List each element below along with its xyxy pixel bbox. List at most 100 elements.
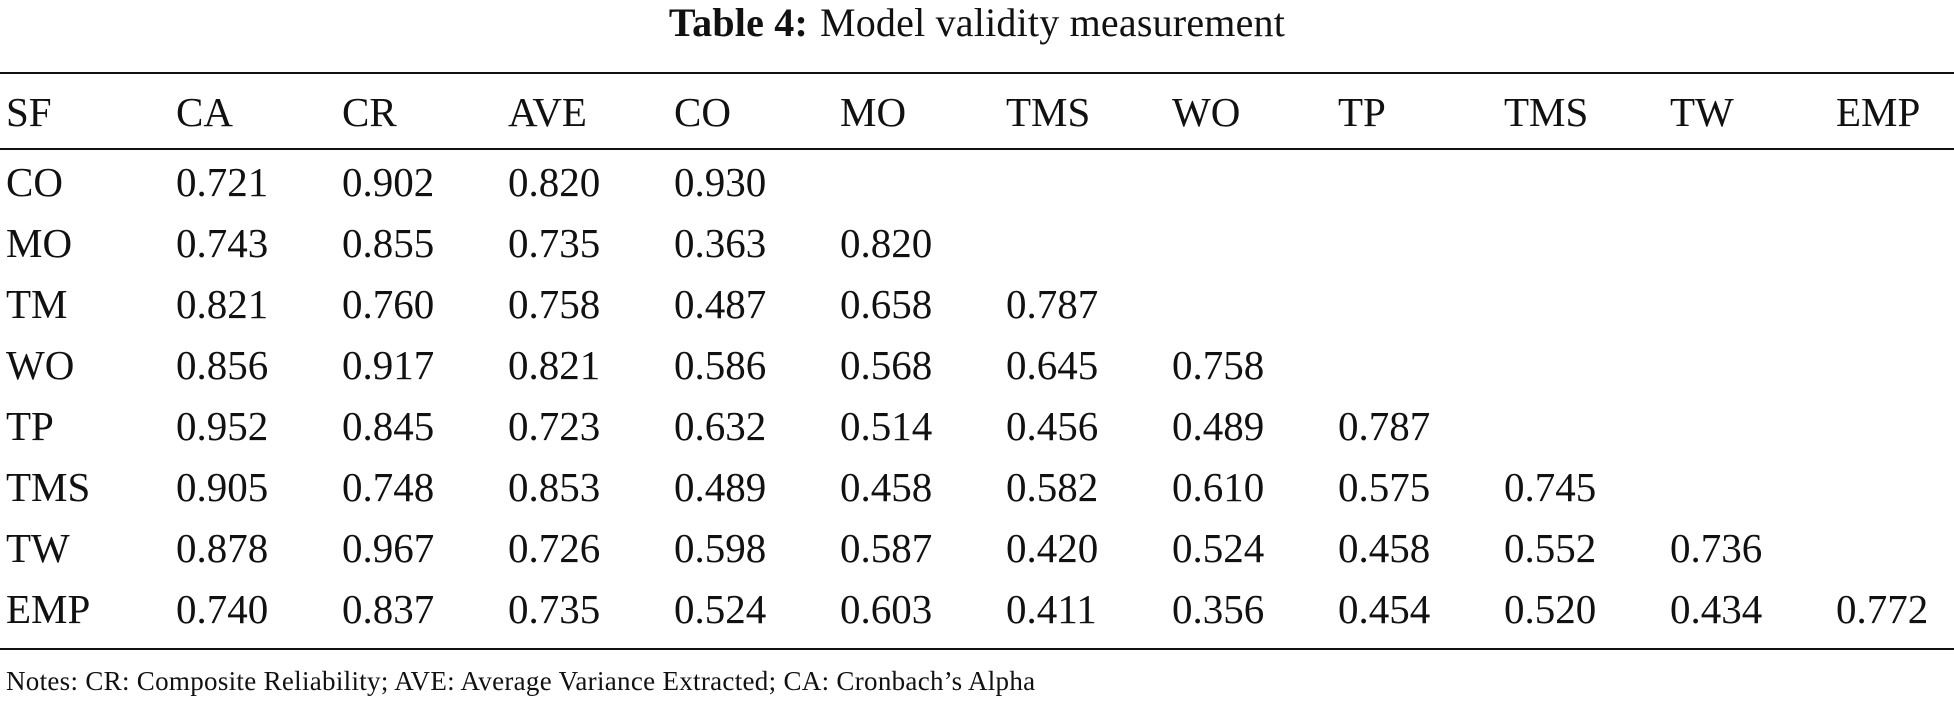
table-cell: 0.524 — [1172, 525, 1265, 571]
table-cell: 0.458 — [840, 464, 933, 510]
table-cell: 0.905 — [176, 464, 269, 510]
table-cell: 0.514 — [840, 403, 933, 449]
table-cell — [1332, 152, 1498, 213]
row-label-cell: EMP — [6, 586, 91, 632]
table-cell: 0.917 — [342, 342, 435, 388]
table-cell: 0.575 — [1338, 464, 1431, 510]
table-cell: 0.967 — [342, 525, 435, 571]
table-header-row: SF CA CR AVE CO MO TMS WO TP TMS TW EMP — [0, 86, 1954, 138]
table-bottom-rule — [0, 648, 1954, 650]
row-label-cell: MO — [6, 220, 73, 266]
table-cell — [1332, 335, 1498, 396]
table-cell — [1830, 213, 1954, 274]
table-cell: 0.820 — [508, 159, 601, 205]
table-cell: 0.363 — [674, 220, 767, 266]
row-label-cell: TP — [6, 403, 54, 449]
table-cell: 0.952 — [176, 403, 269, 449]
table-cell: 0.456 — [1006, 403, 1099, 449]
table-cell: 0.524 — [674, 586, 767, 632]
table-header-rule — [0, 148, 1954, 150]
table-caption: Table 4: Model validity measurement — [0, 0, 1954, 46]
table-row: WO 0.856 0.917 0.821 0.586 0.568 0.645 0.758 — [0, 335, 1954, 396]
row-label-cell: TW — [6, 525, 70, 571]
table-cell: 0.434 — [1670, 586, 1763, 632]
table-cell: 0.821 — [176, 281, 269, 327]
table-row: MO 0.743 0.855 0.735 0.363 0.820 — [0, 213, 1954, 274]
table-cell: 0.603 — [840, 586, 933, 632]
table-cell: 0.632 — [674, 403, 767, 449]
table-cell: 0.568 — [840, 342, 933, 388]
column-header: EMP — [1836, 89, 1921, 135]
table-cell — [1830, 518, 1954, 579]
table-cell — [1830, 152, 1954, 213]
table-cell: 0.411 — [1006, 586, 1097, 632]
row-label-cell: CO — [6, 159, 63, 205]
row-label-cell: TM — [6, 281, 68, 327]
table-cell — [1000, 213, 1166, 274]
table-top-rule — [0, 72, 1954, 74]
table-cell — [1664, 213, 1830, 274]
table-cell — [1498, 335, 1664, 396]
column-header: SF — [6, 89, 52, 135]
column-header: TW — [1670, 89, 1734, 135]
table-cell: 0.598 — [674, 525, 767, 571]
table-cell: 0.787 — [1006, 281, 1099, 327]
column-header: TMS — [1504, 89, 1589, 135]
table-cell: 0.586 — [674, 342, 767, 388]
table-cell: 0.855 — [342, 220, 435, 266]
table-cell: 0.356 — [1172, 586, 1265, 632]
table-cell: 0.735 — [508, 586, 601, 632]
table-cell — [1830, 335, 1954, 396]
table-cell: 0.723 — [508, 403, 601, 449]
table-row: TP 0.952 0.845 0.723 0.632 0.514 0.456 0.489 0.7… — [0, 396, 1954, 457]
table-cell: 0.772 — [1836, 586, 1929, 632]
table-cell — [1498, 396, 1664, 457]
table-cell — [1166, 152, 1332, 213]
table-cell: 0.821 — [508, 342, 601, 388]
table-cell: 0.420 — [1006, 525, 1099, 571]
row-label-cell: TMS — [6, 464, 91, 510]
column-header: AVE — [508, 89, 587, 135]
table-cell: 0.520 — [1504, 586, 1597, 632]
table-cell: 0.552 — [1504, 525, 1597, 571]
table-cell — [1332, 213, 1498, 274]
table-cell — [1664, 335, 1830, 396]
table-caption-title: Model validity measurement — [819, 0, 1286, 45]
table-row: TW 0.878 0.967 0.726 0.598 0.587 0.420 0.524 0.4… — [0, 518, 1954, 579]
table-cell: 0.845 — [342, 403, 435, 449]
table-cell: 0.645 — [1006, 342, 1099, 388]
table-cell: 0.787 — [1338, 403, 1431, 449]
row-label-cell: WO — [6, 342, 75, 388]
table-cell: 0.658 — [840, 281, 933, 327]
table-cell: 0.820 — [840, 220, 933, 266]
table-cell — [1498, 152, 1664, 213]
table-cell: 0.458 — [1338, 525, 1431, 571]
table-cell — [1664, 457, 1830, 518]
table-cell: 0.489 — [1172, 403, 1265, 449]
table-cell — [1166, 274, 1332, 335]
table-cell: 0.745 — [1504, 464, 1597, 510]
table-cell: 0.853 — [508, 464, 601, 510]
table-cell — [1830, 457, 1954, 518]
table-cell: 0.758 — [1172, 342, 1265, 388]
column-header: WO — [1172, 89, 1241, 135]
column-header: TMS — [1006, 89, 1091, 135]
table-notes: Notes: CR: Composite Reliability; AVE: A… — [6, 666, 1036, 696]
table-cell: 0.487 — [674, 281, 767, 327]
column-header: MO — [840, 89, 907, 135]
table-cell — [1332, 274, 1498, 335]
column-header: CR — [342, 89, 397, 135]
table-cell: 0.743 — [176, 220, 269, 266]
table-cell: 0.878 — [176, 525, 269, 571]
table-row: CO 0.721 0.902 0.820 0.930 — [0, 152, 1954, 213]
table-cell — [1664, 396, 1830, 457]
table-cell: 0.837 — [342, 586, 435, 632]
table-cell: 0.930 — [674, 159, 767, 205]
table-cell — [1498, 274, 1664, 335]
table-cell: 0.736 — [1670, 525, 1763, 571]
table-cell — [1664, 152, 1830, 213]
column-header: TP — [1338, 89, 1386, 135]
table-cell — [834, 152, 1000, 213]
table-cell: 0.610 — [1172, 464, 1265, 510]
table-cell — [1498, 213, 1664, 274]
